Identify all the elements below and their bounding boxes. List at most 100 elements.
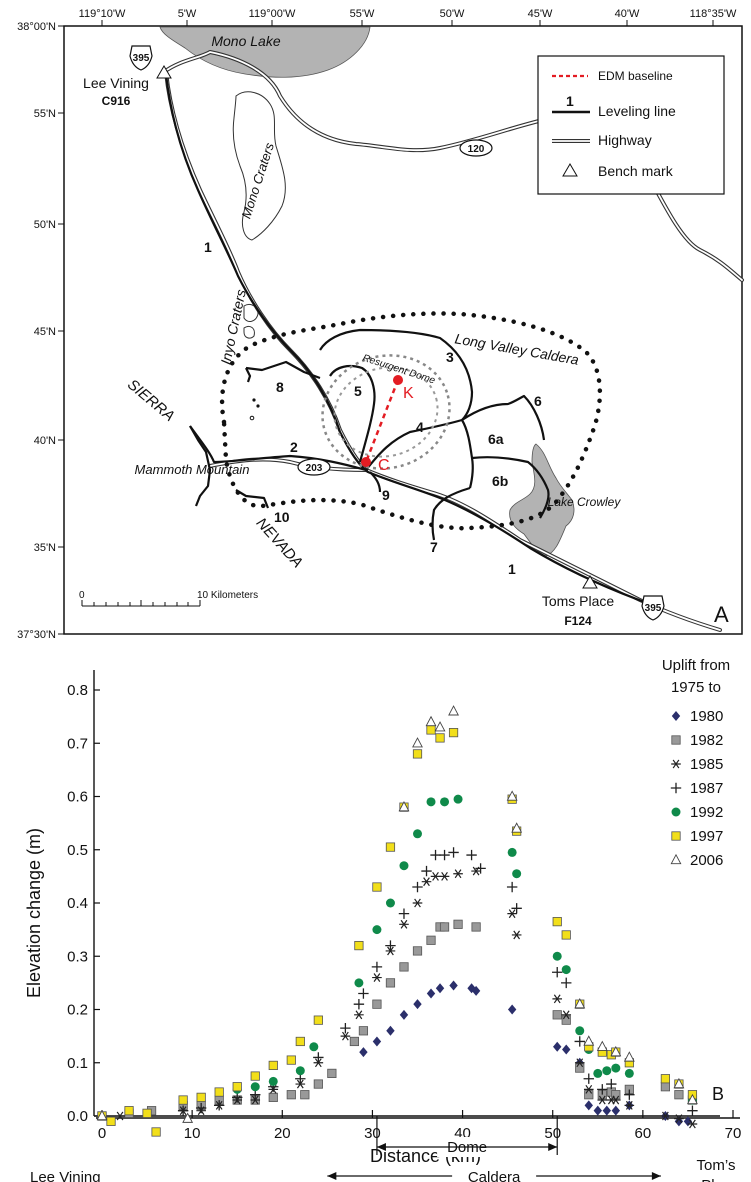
data-point-1980 [593,1105,602,1116]
legend-marker-1985 [671,759,681,769]
data-point-2006 [583,1035,595,1046]
data-point-1985 [430,871,441,881]
scale-bar [81,600,201,607]
data-point-1980 [553,1041,562,1052]
data-point-2006 [610,1045,622,1057]
data-point-1980 [602,1105,611,1116]
scale-bar-start: 0 [79,590,85,601]
chart-legend: Uplift from 1975 to 1980 1982 1985 1987 1992 19… [662,657,730,869]
mammoth-label-line: Mammoth Mountain [135,462,250,477]
legend-title-line-2: 1975 to [671,679,721,696]
data-point-1997 [354,940,364,951]
legend-label: Leveling line [598,103,676,119]
edm-baseline [364,379,400,463]
data-point-1980 [584,1100,593,1111]
data-point-1987 [353,998,365,1010]
data-point-1997 [372,882,382,892]
data-point-1992 [309,1042,319,1052]
lake-crowley-label: Lake Crowley [548,495,622,509]
map-left-tick: 55'N [34,108,56,120]
data-point-1992 [624,1068,634,1078]
mammoth-mountain-label: Mammoth Mountain [135,462,250,477]
data-point-1992 [507,847,517,857]
data-point-1980 [426,988,436,999]
data-point-1982 [471,922,481,932]
data-point-1997 [196,1092,206,1102]
y-tick-label: 0.2 [67,1002,88,1019]
legend-leveling-marker: 1 [566,93,574,109]
x-tick-label: 50 [544,1125,561,1142]
data-point-1982 [286,1090,296,1100]
resurgent-dome-boundary [321,354,451,470]
legend-label-1997: 1997 [690,828,723,845]
caldera-label-bg [452,1165,537,1182]
legend-label-2006: 2006 [690,852,723,869]
highway-shield-395-south: 395 [641,595,665,621]
legend-marker-1987 [670,782,682,794]
leveling-line-number: 7 [430,539,438,555]
legend-label-1987: 1987 [690,780,723,797]
svg-text:120: 120 [468,144,485,155]
data-point-2006 [686,1093,698,1105]
data-point-1982 [385,978,396,988]
data-point-1992 [440,797,450,807]
y-tick-label: 0.5 [67,842,88,859]
mono-lake-label: Mono Lake [211,33,280,49]
map-left-tick: 40'N [34,435,56,447]
data-point-1997 [295,1036,305,1047]
data-point-1980 [611,1105,621,1116]
map-left-tick: 37°30'N [17,629,56,640]
data-point-1985 [583,1084,594,1094]
data-point-1980 [674,1116,684,1127]
data-point-1987 [358,988,369,999]
data-point-1987 [213,1100,225,1111]
legend-marker-1982 [671,735,681,745]
data-point-2006 [425,715,437,727]
data-point-1980 [399,1009,409,1020]
caldera-arrow-left [327,1172,337,1180]
data-point-1987 [552,967,563,978]
data-point-1992 [611,1063,621,1073]
data-point-1980 [372,1036,382,1047]
data-point-1987 [421,865,432,877]
data-point-1992 [268,1076,278,1086]
data-point-1992 [453,794,463,804]
svg-text:203: 203 [306,463,323,474]
data-point-1985 [611,1095,621,1105]
data-point-1982 [268,1092,278,1102]
data-point-1992 [295,1066,305,1076]
data-point-1980 [449,980,458,991]
lee-vining-end-label: Lee Vining [30,1169,101,1182]
data-point-2006 [673,1077,685,1089]
svg-text:395: 395 [645,603,662,614]
x-tick-label: 20 [274,1125,291,1142]
y-tick-label: 0.8 [67,682,88,699]
data-point-1982 [349,1036,360,1047]
data-point-1987 [430,849,441,861]
data-point-1985 [385,946,396,956]
toms-place-label: Toms Place [542,593,615,609]
data-point-1982 [611,1090,621,1100]
highway-shield-395-north: 395 [129,45,153,71]
location-map: 119°10'W 5'W 119°00'W 55'W 50'W 45'W 40'… [17,8,744,640]
data-point-1982 [552,1010,562,1020]
data-point-1997 [214,1087,224,1097]
data-point-1985 [597,1095,608,1105]
y-tick-label: 0.3 [67,948,88,965]
data-point-1982 [561,1015,571,1025]
data-point-1982 [575,1063,585,1073]
map-top-tick: 119°00'W [249,8,296,20]
legend-benchmark-symbol [562,163,578,177]
legend-label-1992: 1992 [690,804,723,821]
leveling-line-number: 5 [354,383,362,399]
map-left-tick: 38°00'N [17,21,56,33]
data-point-1992 [426,797,436,807]
map-top-tick: 118°35'W [690,8,737,20]
leveling-line-number: 10 [274,509,290,525]
dome-label: Dome [447,1139,487,1156]
data-point-1997 [268,1060,278,1071]
data-point-1987 [371,961,383,973]
toms-place-end-label-1: Tom’s [697,1157,736,1174]
leveling-line-number: 1 [204,239,212,255]
x-tick-label: 10 [184,1125,201,1142]
